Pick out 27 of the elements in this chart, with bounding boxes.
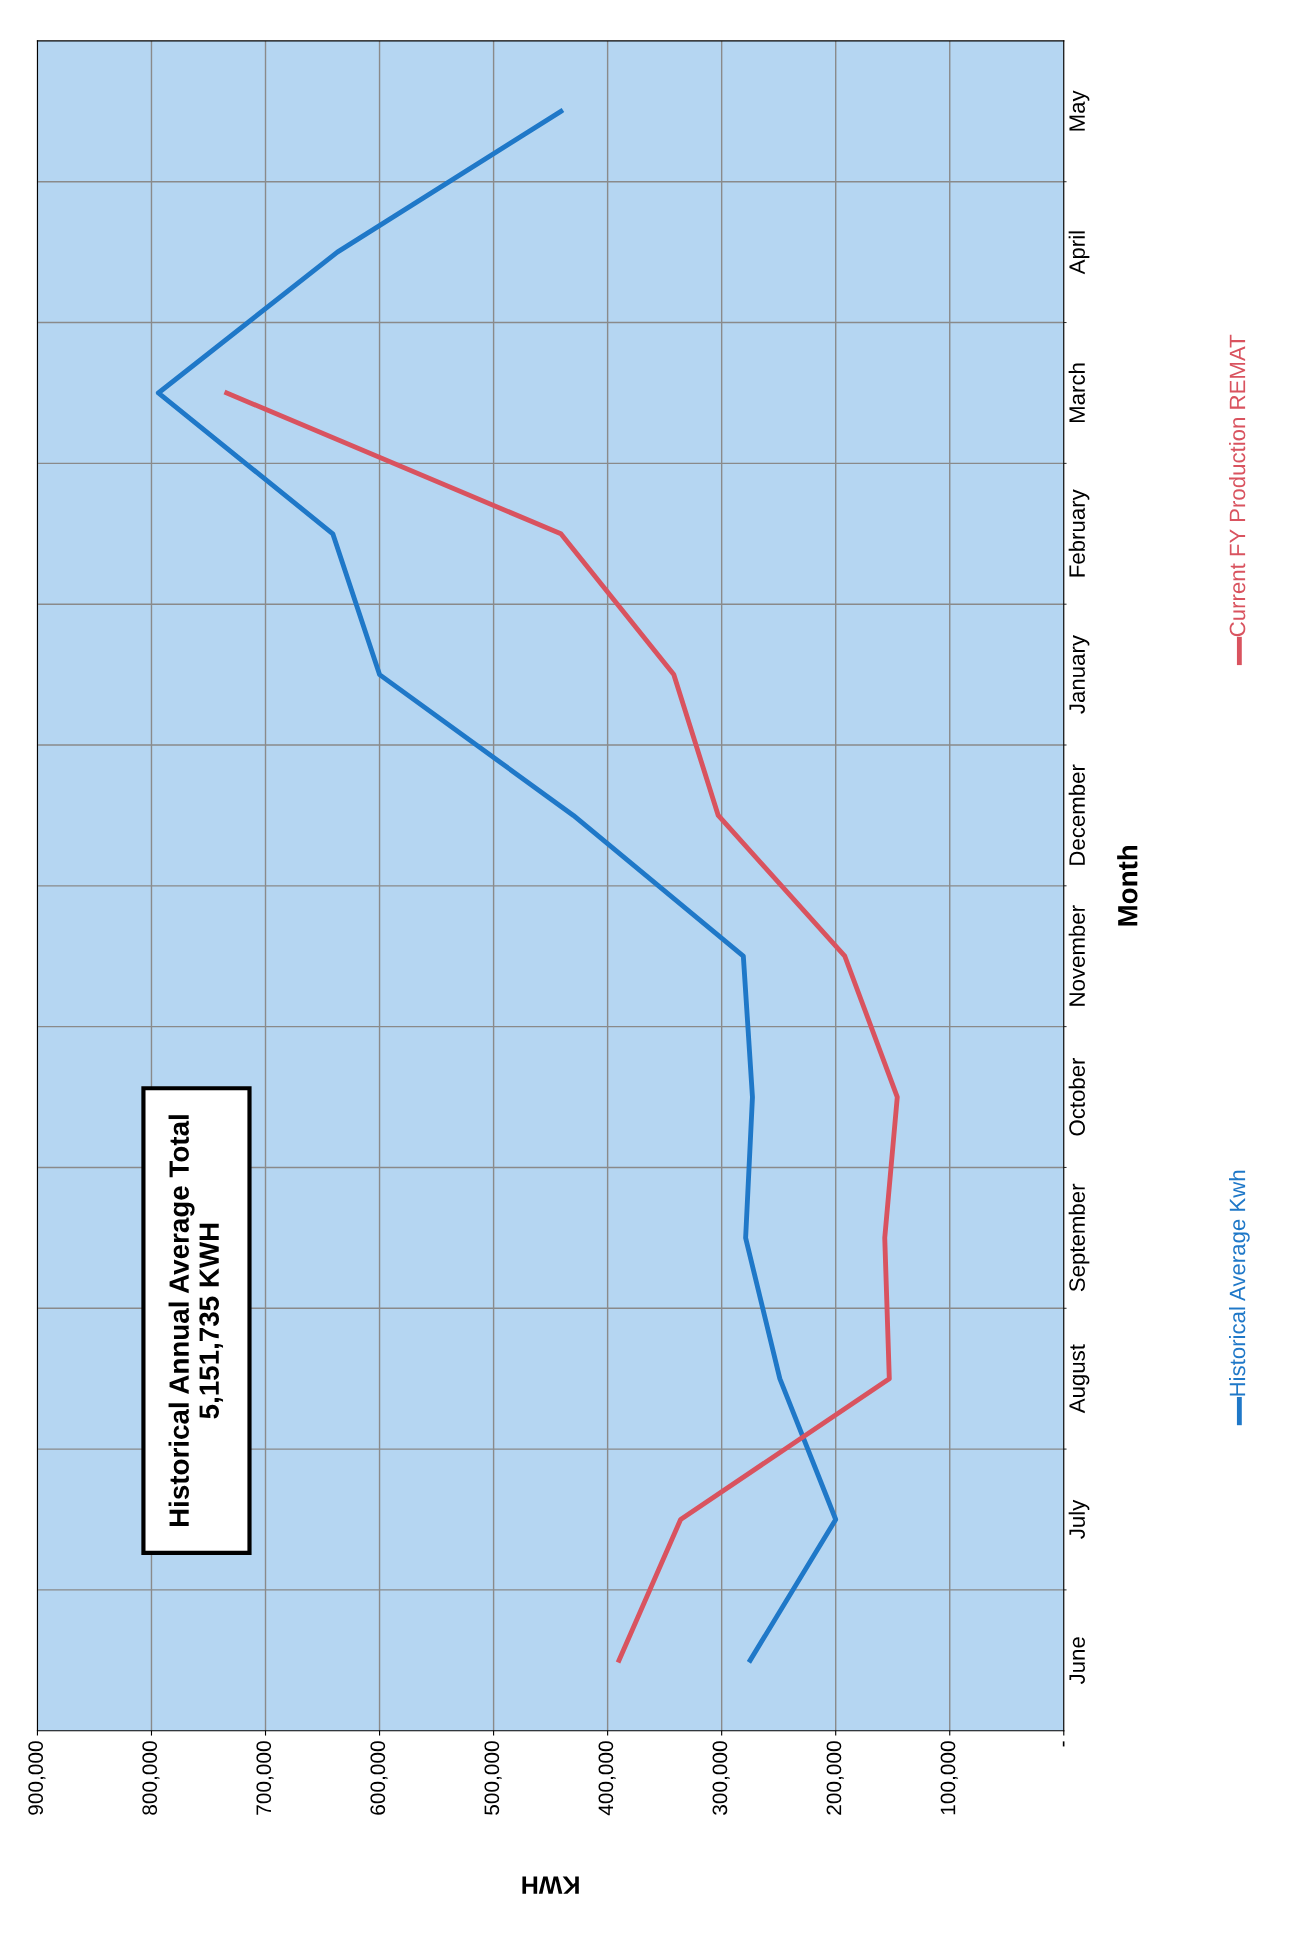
x-tick-label: 900,000 xyxy=(28,1741,46,1815)
y-tick-label: February xyxy=(1068,489,1090,577)
y-tick-label: August xyxy=(1069,1344,1090,1414)
x-tick-label: 400,000 xyxy=(598,1741,616,1816)
x-tick-label: - xyxy=(1062,1741,1065,1747)
x-tick-label: 600,000 xyxy=(370,1741,388,1815)
annotation: Historical Annual Average Total 5,151,735 KWH xyxy=(168,1115,224,1527)
y-tick-label: June xyxy=(1069,1637,1085,1685)
x-tick-label: 700,000 xyxy=(256,1741,274,1815)
y-tick-label: July xyxy=(1068,1499,1090,1539)
y-tick-label: October xyxy=(1068,1057,1085,1136)
y-axis-title: Month xyxy=(1117,845,1138,926)
y-tick-label: January xyxy=(1069,635,1090,714)
y-tick-label: November xyxy=(1068,905,1085,1006)
x-tick-label: 100,000 xyxy=(940,1741,958,1815)
x-tick-label: 500,000 xyxy=(484,1741,502,1815)
text: Historical Average Kwh xyxy=(1229,1170,1250,1396)
x-tick-label: 200,000 xyxy=(826,1741,844,1815)
y-tick-label: May xyxy=(1069,90,1090,131)
x-axis-title: KWH xyxy=(522,1876,579,1894)
y-tick-label: April xyxy=(1068,231,1090,275)
y-tick-label: September xyxy=(1068,1183,1090,1292)
text: Current FY Production REMAT xyxy=(1229,334,1246,637)
y-tick-label: March xyxy=(1068,363,1085,423)
x-tick-label: 800,000 xyxy=(142,1741,160,1815)
y-tick-label: December xyxy=(1068,764,1085,865)
x-tick-label: 300,000 xyxy=(712,1741,730,1815)
